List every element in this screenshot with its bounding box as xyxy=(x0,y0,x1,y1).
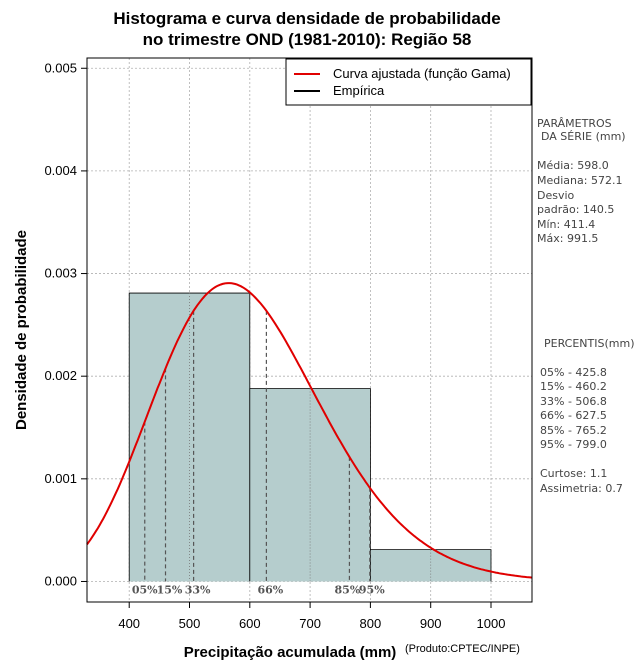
percentil-85: 85% - 765.2 xyxy=(540,424,607,437)
legend-label-empirical: Empírica xyxy=(333,83,385,98)
y-tick-label-4: 0.004 xyxy=(44,163,77,178)
percentil-95: 95% - 799.0 xyxy=(540,438,607,451)
params-header-line-1: PARÂMETROS xyxy=(537,117,612,130)
x-tick-label-400: 400 xyxy=(118,616,140,631)
y-axis-label: Densidade de probabilidade xyxy=(13,230,30,430)
percentile-label-95%: 95% xyxy=(359,583,385,596)
y-tick-label-1: 0.001 xyxy=(44,471,77,486)
param-min: Mín: 411.4 xyxy=(537,218,595,231)
plot-frame xyxy=(86,57,533,603)
percentile-lines xyxy=(144,310,371,582)
percentil-15: 15% - 460.2 xyxy=(540,380,607,393)
percentile-label-05%: 05% xyxy=(132,583,158,596)
percentil-33: 33% - 506.8 xyxy=(540,395,607,408)
percentile-label-15%: 15% xyxy=(157,583,183,596)
percentile-labels: 05%15% 33% 66% 85%95% xyxy=(132,583,385,596)
legend-label-gamma: Curva ajustada (função Gama) xyxy=(333,66,511,81)
param-max: Máx: 991.5 xyxy=(537,232,598,245)
legend: Curva ajustada (função Gama) Empírica xyxy=(285,58,532,106)
y-tick-label-0: 0.000 xyxy=(44,573,77,588)
y-axis-ticks: 0.000 0.001 0.002 0.003 0.004 0.005 xyxy=(44,60,87,588)
gamma-curve-line xyxy=(86,282,533,579)
y-tick-label-3: 0.003 xyxy=(44,266,77,281)
chart-title-line-1: Histograma e curva densidade de probabil… xyxy=(113,9,500,28)
gamma-curve xyxy=(86,282,533,579)
params-header-line-2: DA SÉRIE (mm) xyxy=(541,130,626,143)
x-tick-label-700: 700 xyxy=(299,616,321,631)
percentil-05: 05% - 425.8 xyxy=(540,366,607,379)
param-mean: Média: 598.0 xyxy=(537,159,609,172)
param-sd-label: Desvio xyxy=(537,189,575,202)
series-parameters-panel: PARÂMETROS DA SÉRIE (mm) Média: 598.0 Me… xyxy=(537,117,635,495)
kurtosis: Curtose: 1.1 xyxy=(540,467,607,480)
x-tick-label-600: 600 xyxy=(239,616,261,631)
param-median: Mediana: 572.1 xyxy=(537,174,622,187)
param-sd-value: padrão: 140.5 xyxy=(537,203,614,216)
x-tick-label-1000: 1000 xyxy=(477,616,506,631)
chart-title-line-2: no trimestre OND (1981-2010): Região 58 xyxy=(143,30,472,49)
y-tick-label-5: 0.005 xyxy=(44,60,77,75)
percentile-label-66%: 66% xyxy=(258,583,284,596)
x-axis-label: Precipitação acumulada (mm) xyxy=(184,644,397,660)
legend-box xyxy=(285,58,532,106)
percentile-label-33%: 33% xyxy=(185,583,211,596)
x-tick-label-900: 900 xyxy=(420,616,442,631)
percentil-66: 66% - 627.5 xyxy=(540,409,607,422)
x-tick-label-500: 500 xyxy=(179,616,201,631)
percentis-header: PERCENTIS(mm) xyxy=(544,337,635,350)
x-axis-ticks: 400 500 600 700 800 900 1000 xyxy=(118,602,505,631)
x-tick-label-800: 800 xyxy=(360,616,382,631)
skewness: Assimetria: 0.7 xyxy=(540,482,623,495)
percentile-label-85%: 85% xyxy=(335,583,361,596)
y-tick-label-2: 0.002 xyxy=(44,368,77,383)
histogram-bars xyxy=(128,292,492,582)
product-credit: (Produto:CPTEC/INPE) xyxy=(405,643,520,655)
